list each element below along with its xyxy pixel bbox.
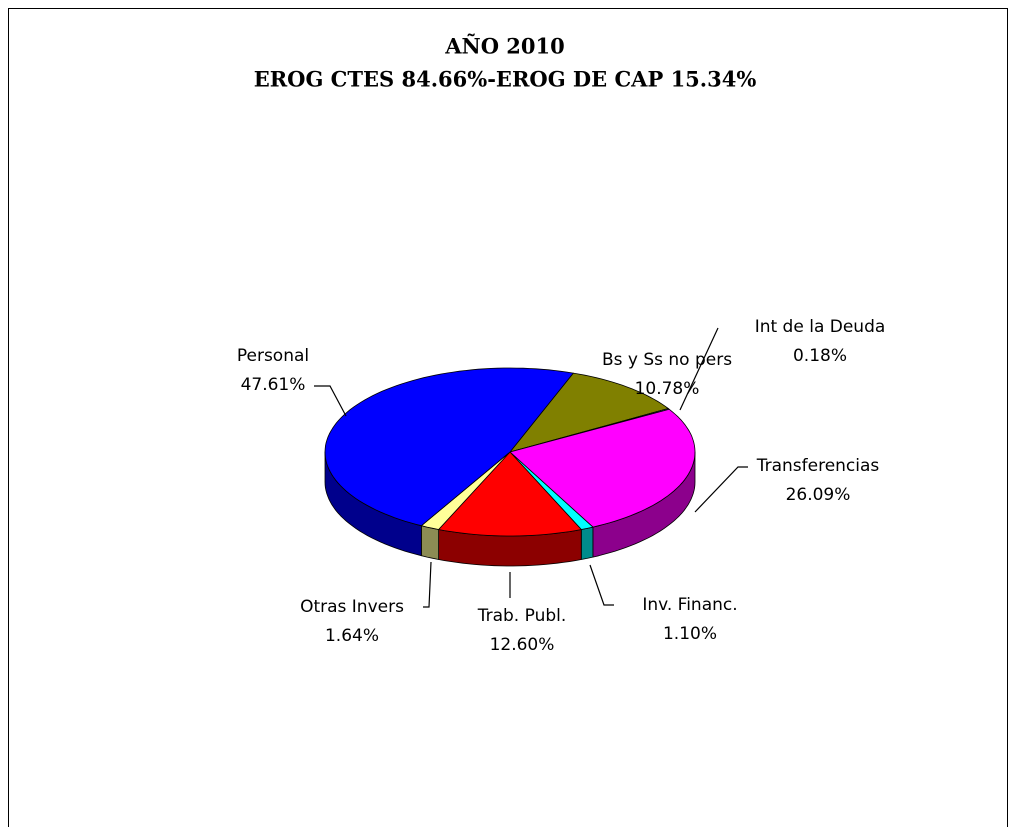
slice: [509, 408, 696, 528]
slice-value-label: 26.09%: [786, 485, 851, 505]
slice-value-label: 0.18%: [793, 346, 847, 366]
slice-side: [421, 525, 439, 560]
slice-label: Bs y Ss no pers: [602, 350, 732, 370]
slice: [438, 451, 582, 537]
leader-line: [589, 564, 614, 606]
chart-subtitle: EROG CTES 84.66%-EROG DE CAP 15.34%: [254, 67, 757, 92]
slice-label: Transferencias: [756, 456, 880, 476]
leader-line: [423, 561, 432, 608]
slice: [509, 372, 669, 453]
leader-line: [694, 466, 748, 513]
slice-value-label: 10.78%: [635, 379, 700, 399]
chart-title: AÑO 2010: [444, 34, 565, 59]
chart-frame: [8, 8, 1008, 827]
slice-label: Trab. Publ.: [477, 606, 567, 626]
slice-value-label: 1.64%: [325, 626, 379, 646]
slice-side: [580, 526, 594, 560]
leader-line: [314, 385, 347, 417]
slice-value-label: 47.61%: [241, 375, 306, 395]
leader-line: [679, 327, 719, 411]
slice-label: Personal: [237, 346, 309, 366]
slice-label: Int de la Deuda: [755, 317, 886, 337]
slice-value-label: 1.10%: [663, 624, 717, 644]
slice-value-label: 12.60%: [490, 635, 555, 655]
slice: [324, 367, 574, 527]
slice-label: Otras Invers: [300, 597, 404, 617]
slice-label: Inv. Financ.: [642, 595, 737, 615]
